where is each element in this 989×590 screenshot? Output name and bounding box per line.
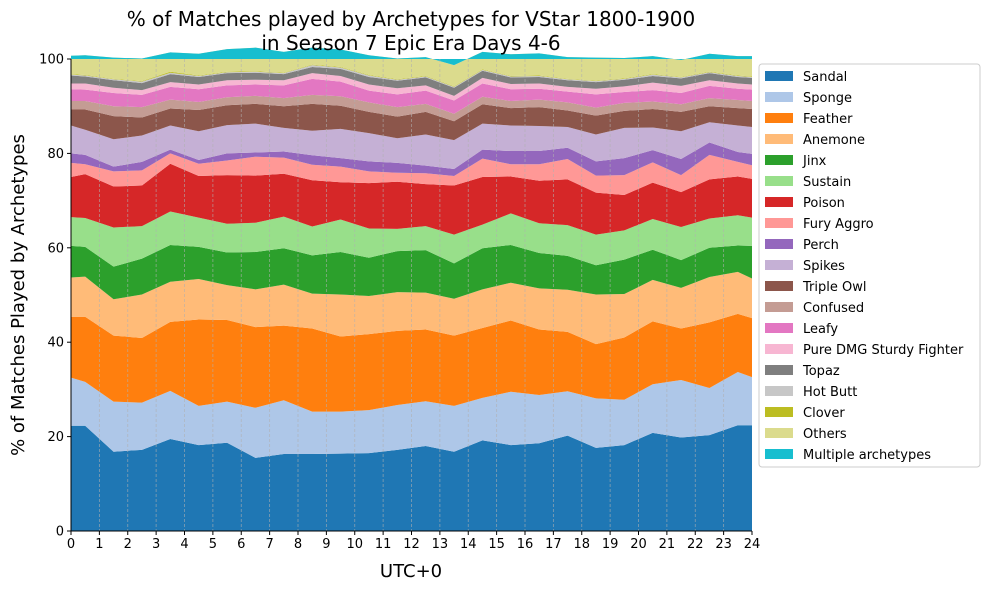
legend-label-topaz: Topaz xyxy=(802,364,840,379)
legend-swatch-topaz xyxy=(765,365,793,375)
y-tick-label: 60 xyxy=(47,241,64,256)
y-tick-label: 20 xyxy=(47,430,64,445)
x-tick-label: 13 xyxy=(432,537,449,552)
x-tick-label: 23 xyxy=(715,537,732,552)
tick-labels: 0 1 2 3 4 5 6 7 8 9 10 11 12 13 14 15 16 17 18 19 20 21 22 23 24… xyxy=(39,53,760,553)
legend-label-anemone: Anemone xyxy=(803,133,865,148)
x-tick-label: 16 xyxy=(517,537,534,552)
area-triple-owl xyxy=(71,103,752,141)
legend-label-hot-butt: Hot Butt xyxy=(803,385,857,400)
legend-label-sandal: Sandal xyxy=(803,70,847,85)
legend-swatch-hot-butt xyxy=(765,386,793,396)
x-tick-label: 0 xyxy=(67,537,75,552)
x-tick-label: 2 xyxy=(124,537,132,552)
legend-label-triple-owl: Triple Owl xyxy=(802,280,866,295)
x-tick-label: 5 xyxy=(209,537,217,552)
legend-swatch-leafy xyxy=(765,323,793,333)
x-tick-label: 18 xyxy=(573,537,590,552)
x-tick-label: 20 xyxy=(630,537,647,552)
x-tick-label: 15 xyxy=(488,537,505,552)
legend-label-sustain: Sustain xyxy=(803,175,851,190)
legend-label-spikes: Spikes xyxy=(803,259,845,274)
grid-lines xyxy=(98,59,725,531)
legend-swatch-sustain xyxy=(765,176,793,186)
legend-label-confused: Confused xyxy=(803,301,864,316)
legend-label-leafy: Leafy xyxy=(803,322,838,337)
x-tick-label: 8 xyxy=(294,537,302,552)
legend-label-multiple-archetypes: Multiple archetypes xyxy=(803,448,931,463)
x-tick-label: 3 xyxy=(152,537,160,552)
y-tick-label: 80 xyxy=(47,147,64,162)
legend-label-perch: Perch xyxy=(803,238,839,253)
area-multiple-archetypes xyxy=(71,47,752,66)
x-tick-label: 10 xyxy=(346,537,363,552)
legend-label-others: Others xyxy=(803,427,847,442)
x-tick-label: 21 xyxy=(659,537,676,552)
x-tick-label: 14 xyxy=(460,537,477,552)
legend-label-feather: Feather xyxy=(803,112,853,127)
x-tick-label: 9 xyxy=(322,537,330,552)
legend-label-clover: Clover xyxy=(803,406,845,421)
area-feather xyxy=(71,313,752,412)
y-axis-label: % of Matches Played by Archetypes xyxy=(8,134,29,456)
x-tick-label: 17 xyxy=(545,537,562,552)
x-tick-label: 7 xyxy=(265,537,273,552)
legend-swatch-feather xyxy=(765,113,793,123)
legend-label-poison: Poison xyxy=(803,196,845,211)
legend-swatch-jinx xyxy=(765,155,793,165)
legend-swatch-triple-owl xyxy=(765,281,793,291)
legend-swatch-confused xyxy=(765,302,793,312)
legend-swatch-sandal xyxy=(765,71,793,81)
legend-swatch-poison xyxy=(765,197,793,207)
legend-swatch-others xyxy=(765,428,793,438)
legend-swatch-sponge xyxy=(765,92,793,102)
x-tick-label: 22 xyxy=(687,537,704,552)
x-axis-label: UTC+0 xyxy=(380,561,442,582)
legend-label-pure-dmg-sturdy-fighter: Pure DMG Sturdy Fighter xyxy=(803,343,964,358)
y-tick-label: 100 xyxy=(39,53,64,68)
x-tick-label: 19 xyxy=(602,537,619,552)
x-tick-label: 24 xyxy=(744,537,761,552)
legend-label-sponge: Sponge xyxy=(803,91,852,106)
legend-swatch-fury-aggro xyxy=(765,218,793,228)
legend-swatch-multiple-archetypes xyxy=(765,449,793,459)
legend-box xyxy=(758,63,981,468)
legend-swatch-pure-dmg-sturdy-fighter xyxy=(765,344,793,354)
x-tick-label: 4 xyxy=(180,537,188,552)
x-tick-label: 11 xyxy=(375,537,392,552)
x-tick-label: 12 xyxy=(403,537,420,552)
y-tick-label: 40 xyxy=(47,336,64,351)
legend-swatch-anemone xyxy=(765,134,793,144)
x-tick-label: 1 xyxy=(95,537,103,552)
legend-swatch-spikes xyxy=(765,260,793,270)
legend: Sandal Sponge Feather Anemone Jinx Sustain Poi… xyxy=(758,63,981,468)
chart-title-line-1: % of Matches played by Archetypes for VS… xyxy=(127,7,696,31)
legend-label-fury-aggro: Fury Aggro xyxy=(803,217,874,232)
chart-title-line-2: in Season 7 Epic Era Days 4-6 xyxy=(261,31,560,55)
legend-label-jinx: Jinx xyxy=(802,154,827,169)
legend-swatch-perch xyxy=(765,239,793,249)
x-tick-label: 6 xyxy=(237,537,245,552)
legend-swatch-clover xyxy=(765,407,793,417)
y-tick-label: 0 xyxy=(56,525,64,540)
